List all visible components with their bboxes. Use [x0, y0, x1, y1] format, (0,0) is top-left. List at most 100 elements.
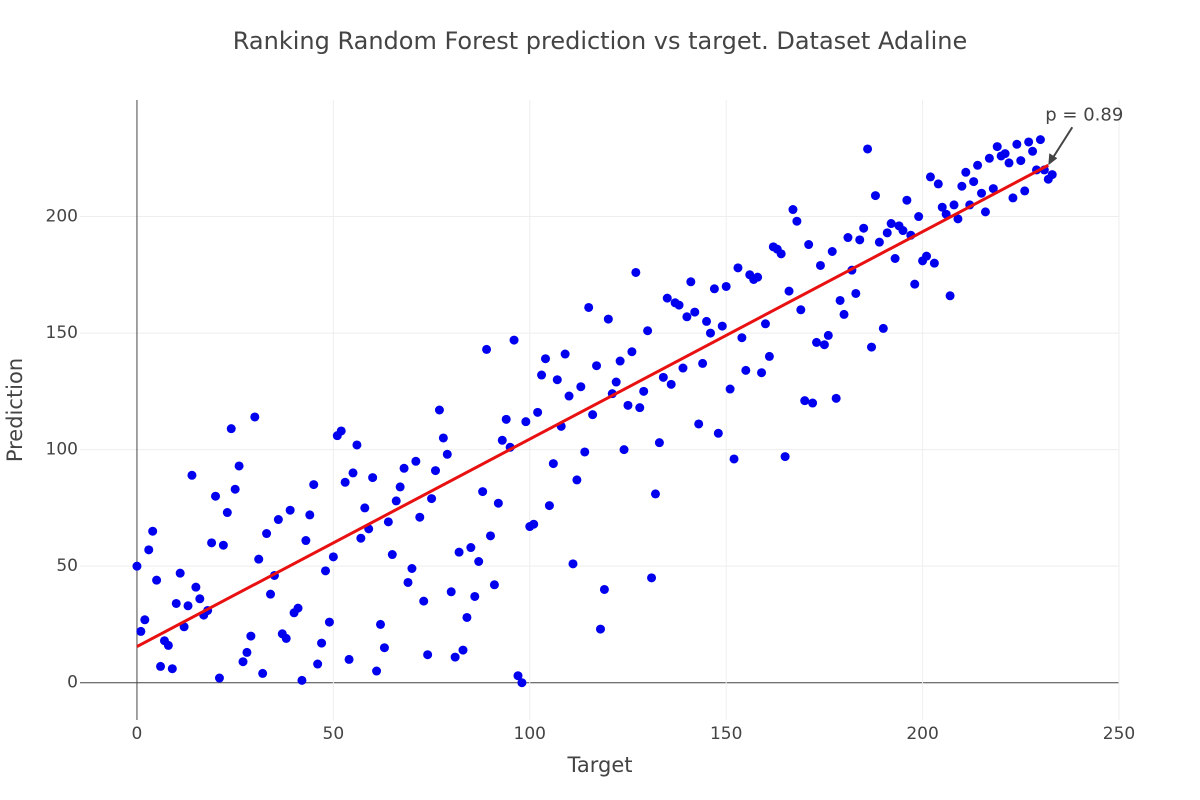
point	[819, 340, 829, 350]
point	[537, 370, 547, 380]
x-axis-title: Target	[567, 753, 633, 777]
point	[344, 654, 354, 664]
point	[827, 247, 837, 257]
point	[324, 617, 334, 627]
point	[434, 405, 444, 415]
point	[973, 160, 983, 170]
point	[489, 580, 499, 590]
point	[222, 508, 232, 518]
point	[1028, 146, 1038, 156]
point	[957, 181, 967, 191]
point	[678, 363, 688, 373]
point	[713, 428, 723, 438]
trend-line	[136, 163, 1049, 648]
point	[301, 536, 311, 546]
point	[485, 531, 495, 541]
point	[709, 284, 719, 294]
x-tick-label: 100	[514, 724, 546, 744]
point	[682, 312, 692, 322]
point	[757, 368, 767, 378]
point	[815, 260, 825, 270]
point	[454, 547, 464, 557]
point	[560, 349, 570, 359]
point	[140, 615, 150, 625]
point	[662, 293, 672, 303]
point	[171, 598, 181, 608]
point	[595, 624, 605, 634]
point	[493, 498, 503, 508]
point	[132, 561, 142, 571]
point	[867, 342, 877, 352]
point	[674, 300, 684, 310]
point	[552, 375, 562, 385]
point	[898, 226, 908, 236]
point	[615, 356, 625, 366]
point	[623, 400, 633, 410]
point	[1004, 158, 1014, 168]
point	[175, 568, 185, 578]
point	[513, 671, 523, 681]
point	[741, 365, 751, 375]
point	[1012, 139, 1022, 149]
point	[328, 552, 338, 562]
x-tick-label: 250	[1103, 724, 1135, 744]
point	[686, 277, 696, 287]
point	[753, 272, 763, 282]
point	[914, 212, 924, 222]
point	[317, 638, 327, 648]
point	[937, 202, 947, 212]
point	[800, 396, 810, 406]
point	[478, 487, 488, 497]
point	[878, 323, 888, 333]
point	[423, 650, 433, 660]
point	[631, 267, 641, 277]
point	[297, 675, 307, 685]
point	[497, 435, 507, 445]
point	[658, 372, 668, 382]
point	[521, 417, 531, 427]
point	[458, 645, 468, 655]
point	[218, 540, 228, 550]
y-tick-label: 0	[67, 673, 78, 693]
point	[721, 281, 731, 291]
point	[509, 335, 519, 345]
point	[156, 661, 166, 671]
point	[352, 440, 362, 450]
point	[627, 347, 637, 357]
point	[379, 643, 389, 653]
point	[214, 673, 224, 683]
point	[482, 344, 492, 354]
y-axis-title: Prediction	[3, 358, 27, 462]
point	[163, 640, 173, 650]
point	[407, 563, 417, 573]
point	[698, 358, 708, 368]
point	[430, 466, 440, 476]
point	[580, 447, 590, 457]
point	[910, 279, 920, 289]
point	[517, 678, 527, 688]
point	[969, 177, 979, 187]
point	[152, 575, 162, 585]
point	[1008, 193, 1018, 203]
point	[933, 179, 943, 189]
x-tick-label: 150	[710, 724, 742, 744]
point	[321, 566, 331, 576]
point	[250, 412, 260, 422]
x-tick-label: 200	[906, 724, 938, 744]
point	[336, 426, 346, 436]
point	[376, 619, 386, 629]
point	[639, 386, 649, 396]
point	[812, 337, 822, 347]
point	[666, 379, 676, 389]
point	[564, 391, 574, 401]
point	[874, 237, 884, 247]
point	[544, 501, 554, 511]
point	[788, 205, 798, 215]
point	[207, 538, 217, 548]
point	[395, 482, 405, 492]
point	[281, 633, 291, 643]
annotation: p = 0.89	[1045, 104, 1123, 125]
point	[764, 351, 774, 361]
point	[466, 543, 476, 553]
point	[776, 249, 786, 259]
